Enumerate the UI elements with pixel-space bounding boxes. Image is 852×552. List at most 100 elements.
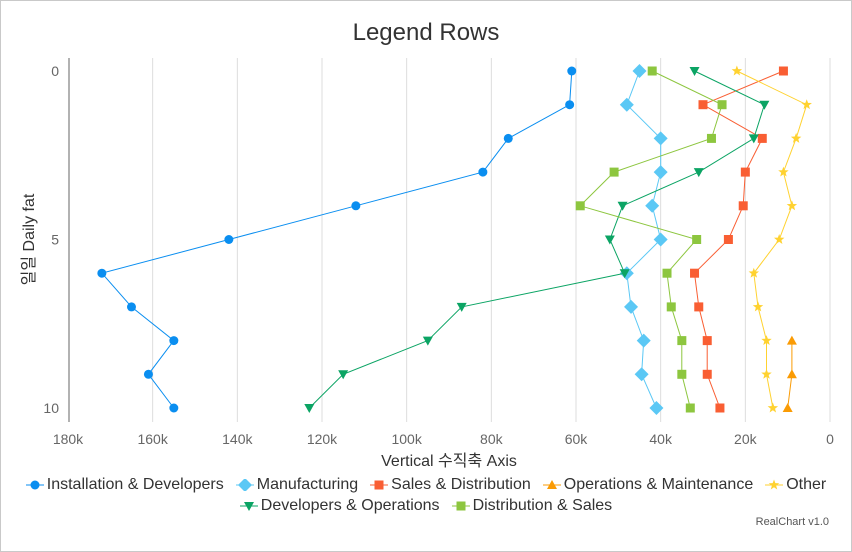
- data-point[interactable]: [422, 336, 433, 346]
- data-point[interactable]: [609, 167, 619, 177]
- data-point[interactable]: [685, 403, 695, 413]
- data-point[interactable]: [790, 132, 802, 143]
- data-point[interactable]: [604, 235, 615, 245]
- data-point[interactable]: [97, 268, 107, 278]
- data-point[interactable]: [127, 302, 136, 312]
- data-point[interactable]: [692, 235, 702, 244]
- data-point[interactable]: [143, 369, 153, 379]
- data-point[interactable]: [748, 267, 760, 278]
- legend-item[interactable]: Installation & Developers: [25, 475, 224, 494]
- legend-label: Manufacturing: [256, 475, 359, 493]
- data-point[interactable]: [653, 232, 668, 247]
- data-point[interactable]: [456, 302, 467, 312]
- x-tick-label: 100k: [391, 431, 422, 447]
- data-point[interactable]: [761, 368, 772, 379]
- data-point[interactable]: [689, 67, 700, 76]
- data-point[interactable]: [694, 302, 704, 312]
- data-point[interactable]: [338, 370, 349, 380]
- credit-text: RealChart v1.0: [755, 516, 829, 528]
- data-point[interactable]: [645, 198, 660, 213]
- legend-label: Developers & Operations: [260, 496, 440, 514]
- series-installation-and-developers: [97, 66, 577, 413]
- legend-label: Sales & Distribution: [391, 475, 531, 493]
- data-point[interactable]: [634, 367, 649, 382]
- data-point[interactable]: [649, 401, 664, 415]
- data-point[interactable]: [632, 64, 647, 78]
- data-point[interactable]: [169, 403, 179, 413]
- x-tick-label: 80k: [480, 431, 504, 447]
- axes: 180k 160k 140k 120k 100k 80k 60k 40k 20k 0 0 5 10: [43, 58, 834, 447]
- y-tick-label: 5: [51, 232, 59, 248]
- x-tick-label: 160k: [137, 431, 168, 447]
- data-point[interactable]: [690, 268, 700, 278]
- data-point[interactable]: [677, 336, 687, 346]
- data-point[interactable]: [677, 369, 687, 379]
- data-point[interactable]: [351, 201, 361, 211]
- data-point[interactable]: [617, 201, 628, 211]
- data-point[interactable]: [786, 335, 797, 345]
- data-point[interactable]: [653, 131, 668, 146]
- data-point[interactable]: [619, 97, 634, 112]
- data-point[interactable]: [653, 165, 668, 180]
- data-point[interactable]: [478, 167, 488, 177]
- data-point[interactable]: [767, 402, 779, 413]
- data-point[interactable]: [731, 65, 743, 76]
- data-point[interactable]: [778, 166, 789, 177]
- data-point[interactable]: [748, 134, 759, 144]
- data-point[interactable]: [801, 99, 812, 110]
- data-point[interactable]: [304, 404, 315, 413]
- x-tick-label: 0: [826, 431, 834, 447]
- x-tick-label: 120k: [307, 431, 338, 447]
- data-point[interactable]: [715, 403, 725, 413]
- data-point[interactable]: [738, 201, 748, 211]
- series-manufacturing: [619, 64, 668, 415]
- data-point[interactable]: [778, 66, 788, 76]
- data-point[interactable]: [757, 133, 767, 143]
- legend-item[interactable]: Other: [765, 476, 826, 494]
- legend: Installation & Developers Manufacturing Sa…: [0, 474, 852, 516]
- x-tick-label: 40k: [649, 431, 673, 447]
- series-distribution-and-sales: [575, 66, 727, 413]
- legend-row: Developers & Operations Distribution & Sa…: [0, 495, 852, 516]
- data-point[interactable]: [723, 235, 733, 244]
- data-point[interactable]: [565, 100, 575, 110]
- data-point[interactable]: [706, 133, 716, 143]
- legend-label: Installation & Developers: [46, 475, 224, 493]
- x-tick-label: 60k: [565, 431, 589, 447]
- data-point[interactable]: [647, 66, 657, 76]
- data-point[interactable]: [717, 100, 727, 110]
- legend-item[interactable]: Manufacturing: [235, 475, 359, 494]
- data-point[interactable]: [752, 301, 764, 312]
- data-point[interactable]: [702, 369, 712, 379]
- data-point[interactable]: [169, 336, 179, 346]
- series-operations-and-maintenance: [782, 335, 797, 412]
- legend-marker-icon: [235, 478, 254, 491]
- data-point[interactable]: [666, 302, 676, 312]
- data-point[interactable]: [698, 100, 708, 110]
- data-point[interactable]: [702, 336, 712, 346]
- legend-item[interactable]: Operations & Maintenance: [542, 476, 753, 494]
- data-point[interactable]: [759, 100, 770, 110]
- legend-label: Distribution & Sales: [472, 496, 613, 514]
- data-point[interactable]: [662, 268, 672, 278]
- data-point[interactable]: [782, 403, 793, 412]
- data-point[interactable]: [224, 235, 234, 244]
- data-point[interactable]: [619, 269, 630, 279]
- legend-marker-icon: [239, 501, 258, 511]
- data-point[interactable]: [567, 66, 577, 76]
- data-point[interactable]: [624, 299, 639, 314]
- data-point[interactable]: [575, 201, 585, 211]
- legend-item[interactable]: Developers & Operations: [239, 496, 440, 515]
- legend-item[interactable]: Sales & Distribution: [370, 476, 531, 494]
- data-point[interactable]: [773, 234, 785, 244]
- data-point[interactable]: [761, 335, 772, 346]
- data-point[interactable]: [693, 168, 704, 178]
- legend-item[interactable]: Distribution & Sales: [451, 496, 613, 515]
- data-point[interactable]: [740, 167, 750, 177]
- data-point[interactable]: [636, 333, 651, 348]
- x-tick-label: 140k: [222, 431, 253, 447]
- data-point[interactable]: [786, 200, 798, 211]
- data-point[interactable]: [503, 133, 513, 143]
- data-point[interactable]: [786, 369, 797, 379]
